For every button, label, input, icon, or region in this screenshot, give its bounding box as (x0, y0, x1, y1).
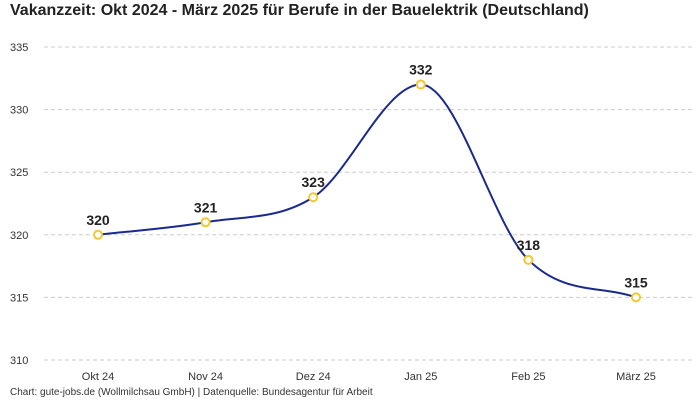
x-tick-label: Jan 25 (404, 371, 437, 383)
x-tick-label: Dez 24 (296, 371, 331, 383)
x-tick-label: Okt 24 (82, 371, 114, 383)
data-point-marker (415, 79, 426, 90)
series-line (97, 83, 637, 299)
y-tick-label: 330 (10, 105, 28, 117)
data-point-marker (93, 229, 103, 240)
x-tick-label: März 25 (616, 371, 656, 383)
data-label: 315 (624, 274, 648, 290)
x-axis: Okt 24 Nov 24 Dez 24 Jan 25 Feb 25 März 25 (82, 371, 656, 383)
data-point-marker (523, 254, 534, 265)
y-tick-label: 315 (10, 292, 28, 304)
data-label: 318 (517, 237, 541, 253)
data-label: 320 (86, 212, 110, 228)
x-tick-label: Nov 24 (188, 371, 223, 383)
y-tick-label: 320 (10, 230, 28, 242)
data-label: 323 (302, 174, 326, 190)
series-line-group (97, 83, 637, 299)
x-tick-label: Feb 25 (511, 371, 545, 383)
data-label: 321 (194, 199, 218, 215)
y-axis: 310 315 320 325 330 335 (10, 42, 28, 367)
data-point-marker (200, 217, 211, 228)
chart-title: Vakanzzeit: Okt 2024 - März 2025 für Ber… (10, 2, 589, 19)
data-point-marker (308, 192, 319, 203)
data-point-marker (631, 292, 641, 303)
data-points (93, 79, 641, 303)
y-tick-label: 310 (10, 355, 28, 367)
data-labels: 320 321 323 332 318 315 (86, 62, 648, 291)
y-tick-label: 335 (10, 42, 28, 54)
y-tick-label: 325 (10, 167, 28, 179)
data-label: 332 (409, 62, 433, 78)
chart-source-note: Chart: gute-jobs.de (Wollmilchsau GmbH) … (10, 387, 373, 398)
gridlines (44, 46, 692, 361)
